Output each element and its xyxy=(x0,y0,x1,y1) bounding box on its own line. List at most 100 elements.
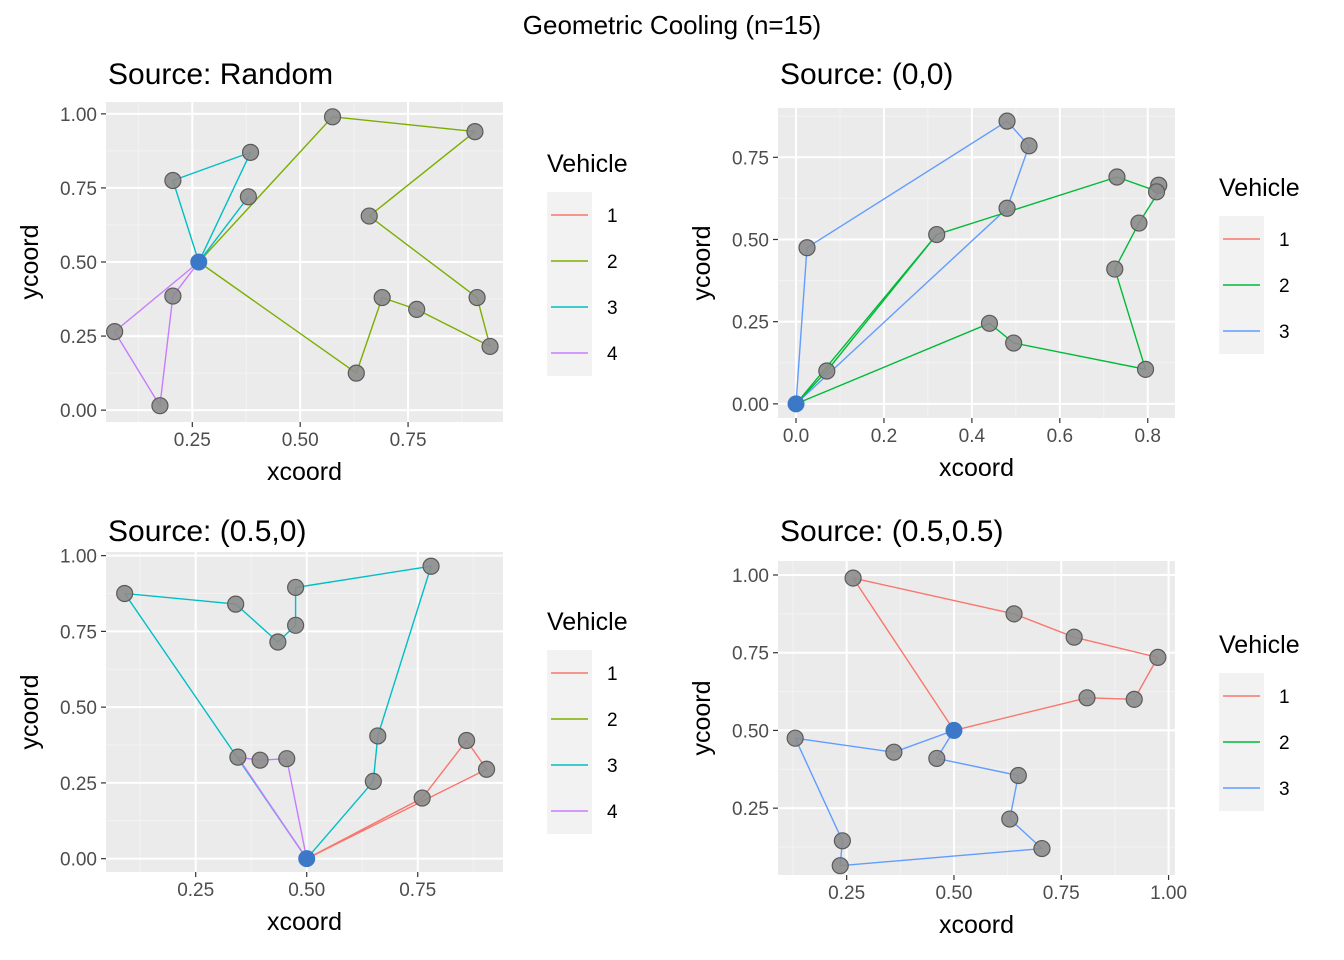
tick-label-y: 0.25 xyxy=(732,799,769,820)
legend-title: Vehicle xyxy=(1219,174,1300,202)
data-point xyxy=(928,749,946,768)
tick-label-x: 0.50 xyxy=(282,430,319,451)
data-point xyxy=(227,595,245,613)
data-point xyxy=(151,397,169,415)
panel-3: Source: (0.5,0) 0.25 0.50 0.75 0.00 0.25 0.50 0… xyxy=(16,515,628,936)
data-point xyxy=(468,288,486,307)
tick-label-x: 1.00 xyxy=(1150,883,1187,904)
tick-label-y: 0.75 xyxy=(732,644,769,665)
data-point xyxy=(477,760,496,778)
data-point xyxy=(928,225,946,244)
tick-label-x: 0.25 xyxy=(828,883,865,904)
x-axis-label: xcoord xyxy=(939,454,1014,482)
data-point xyxy=(413,789,431,807)
legend-label-1: 1 xyxy=(607,664,618,685)
plot-background xyxy=(106,552,503,872)
source-point xyxy=(298,850,316,868)
data-point xyxy=(287,578,305,597)
data-point xyxy=(408,300,426,319)
tick-label-x: 0.25 xyxy=(174,430,211,451)
legend-label-4: 4 xyxy=(607,344,618,365)
x-axis-label: xcoord xyxy=(267,458,342,486)
tick-label-x: 0.75 xyxy=(399,880,436,901)
route-vehicle-3 xyxy=(795,120,1030,405)
data-point xyxy=(1020,137,1038,155)
data-point xyxy=(287,616,305,634)
tick-label-x: 0.6 xyxy=(1047,426,1073,447)
tick-label-y: 0.50 xyxy=(732,230,769,251)
data-point xyxy=(844,569,862,587)
route-vehicle-3 xyxy=(124,565,432,860)
panel-2: Source: (0,0) 0.0 0.2 0.4 0.6 0.8 0.00 0.25 0.50… xyxy=(688,58,1300,482)
y-axis-label: ycoord xyxy=(688,225,716,300)
legend-label-2: 2 xyxy=(1279,276,1290,297)
plot-background xyxy=(778,561,1175,875)
legend-label-1: 1 xyxy=(607,206,618,227)
data-point xyxy=(239,188,258,206)
tick-label-y: 0.50 xyxy=(60,698,97,719)
data-point xyxy=(798,239,816,257)
tick-label-y: 1.00 xyxy=(732,566,769,587)
legend-label-3: 3 xyxy=(607,298,618,319)
data-point xyxy=(241,143,260,161)
data-point xyxy=(106,323,124,341)
data-point xyxy=(1078,689,1096,707)
legend-label-2: 2 xyxy=(1279,733,1290,754)
data-point xyxy=(998,199,1016,217)
panels: Source: Random 0.25 0.50 0.75 0.00 0.25 0.50 0.… xyxy=(16,58,1300,939)
legend-title: Vehicle xyxy=(547,150,628,178)
panel-title: Source: (0.5,0) xyxy=(108,515,306,548)
source-point xyxy=(787,395,805,413)
data-point xyxy=(1136,360,1155,378)
data-point xyxy=(373,288,391,307)
data-point xyxy=(980,314,999,332)
figure-title: Geometric Cooling (n=15) xyxy=(523,10,821,40)
tick-label-x: 0.0 xyxy=(783,426,809,447)
data-point xyxy=(1130,214,1148,232)
tick-label-y: 1.00 xyxy=(60,105,97,126)
tick-label-y: 0.25 xyxy=(60,774,97,795)
tick-label-y: 0.00 xyxy=(732,395,769,416)
panel-1: Source: Random 0.25 0.50 0.75 0.00 0.25 0.50 0.… xyxy=(16,58,628,486)
y-axis-label: ycoord xyxy=(16,674,44,749)
data-point xyxy=(278,750,296,768)
tick-label-x: 0.50 xyxy=(935,883,972,904)
tick-label-y: 0.25 xyxy=(60,327,97,348)
data-point xyxy=(116,584,134,603)
legend-label-2: 2 xyxy=(607,252,618,273)
tick-label-y: 0.50 xyxy=(732,721,769,742)
route-vehicle-3 xyxy=(794,729,1043,867)
data-point xyxy=(347,364,365,382)
data-point xyxy=(1005,605,1023,623)
source-point xyxy=(190,253,208,271)
legend-label-1: 1 xyxy=(1279,230,1290,251)
tick-label-x: 0.75 xyxy=(1043,883,1080,904)
x-axis-label: xcoord xyxy=(267,908,342,936)
data-point xyxy=(164,171,182,190)
data-point xyxy=(364,772,382,790)
legend-label-3: 3 xyxy=(1279,779,1290,800)
data-point xyxy=(1001,810,1019,828)
data-point xyxy=(481,337,499,356)
data-point xyxy=(422,557,440,575)
route-vehicle-3 xyxy=(172,151,252,263)
tick-label-y: 0.75 xyxy=(60,179,97,200)
tick-label-y: 1.00 xyxy=(60,547,97,568)
tick-label-y: 0.75 xyxy=(732,148,769,169)
panel-title: Source: Random xyxy=(108,58,333,91)
legend-title: Vehicle xyxy=(1219,631,1300,659)
legend-label-1: 1 xyxy=(1279,687,1290,708)
legend-label-3: 3 xyxy=(1279,322,1290,343)
panel-4: Source: (0.5,0.5) 0.25 0.50 0.75 1.00 0.25 0.5… xyxy=(688,515,1300,939)
data-point xyxy=(1033,839,1051,858)
data-point xyxy=(229,748,247,766)
legend-title: Vehicle xyxy=(547,608,628,636)
data-point xyxy=(164,287,182,305)
tick-label-y: 0.75 xyxy=(60,622,97,643)
data-point xyxy=(833,832,851,850)
data-point xyxy=(885,743,903,761)
data-point xyxy=(786,729,804,747)
data-point xyxy=(1005,334,1023,352)
tick-label-x: 0.2 xyxy=(871,426,897,447)
